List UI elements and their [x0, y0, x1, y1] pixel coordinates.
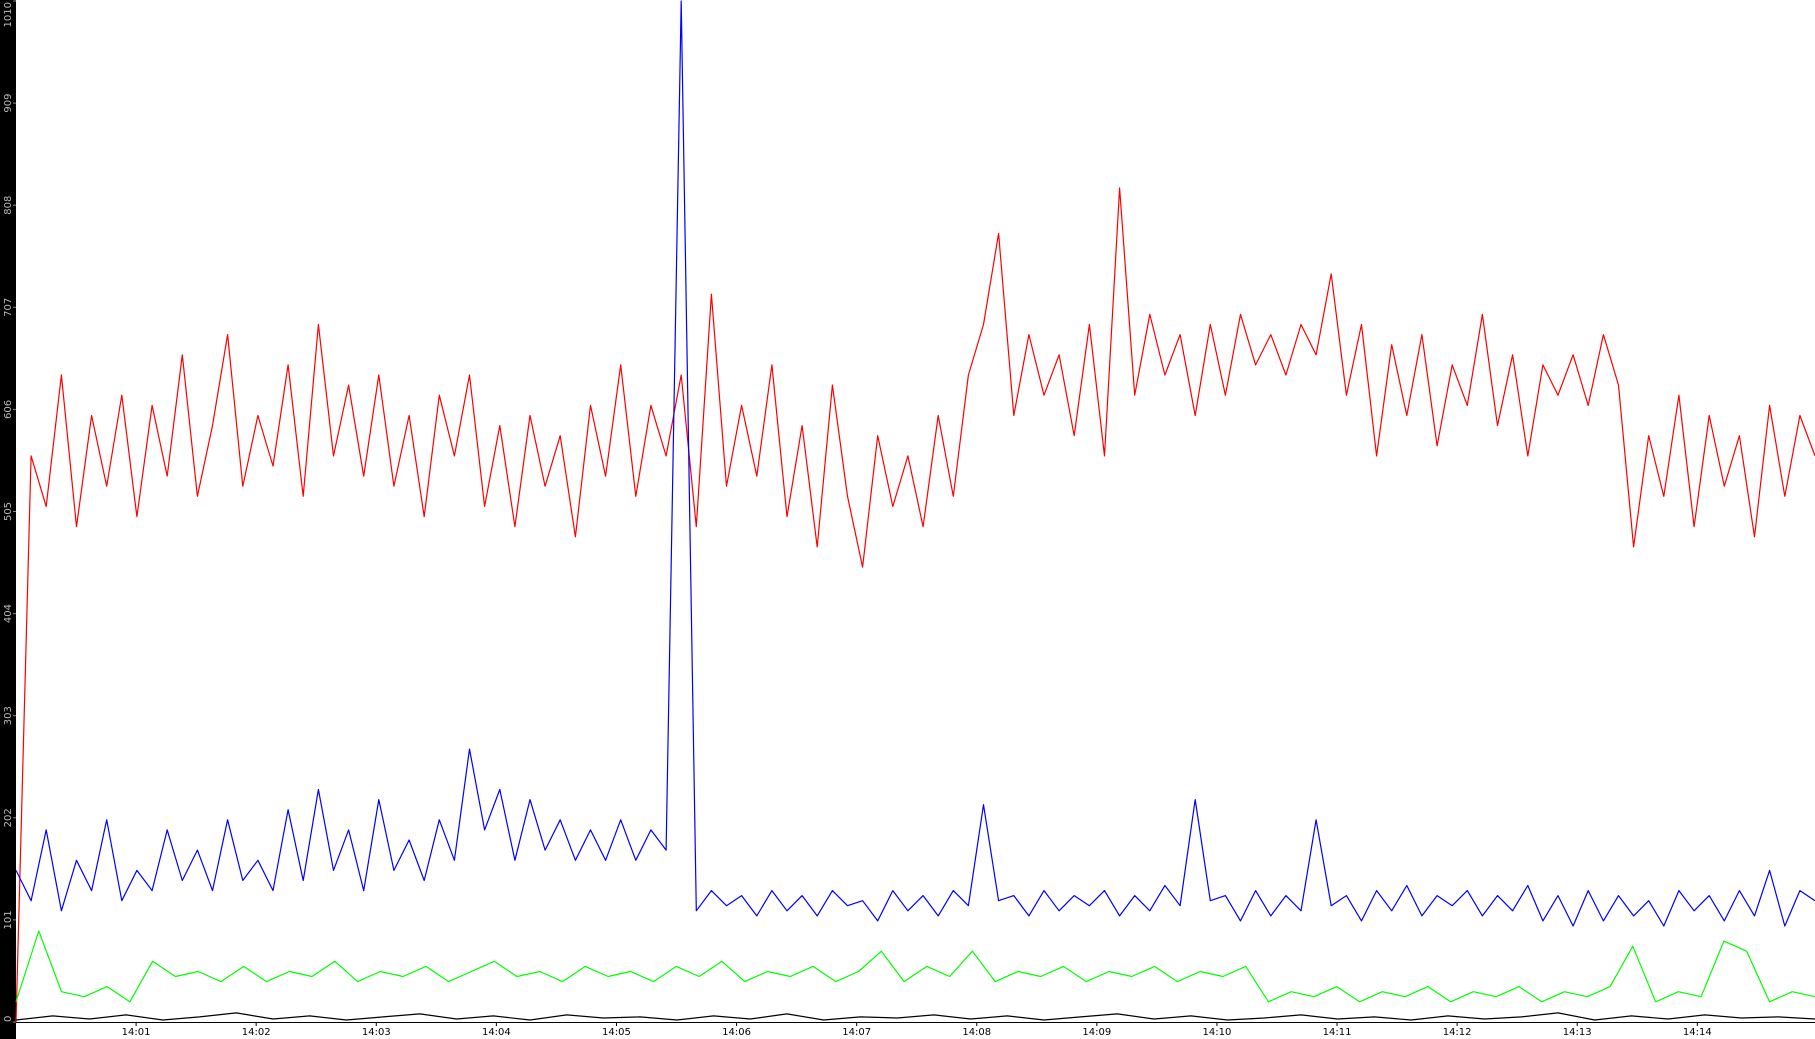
series-line	[15, 0, 1815, 927]
y-tick-label: 404	[3, 604, 14, 623]
x-tick-label: 14:12	[1443, 1027, 1472, 1038]
x-tick-label: 14:08	[962, 1027, 991, 1038]
y-axis-strip	[0, 0, 16, 1039]
x-tick-label: 14:11	[1323, 1027, 1352, 1038]
series-line	[15, 187, 1815, 1023]
x-tick-label: 14:13	[1563, 1027, 1592, 1038]
x-tick-label: 14:14	[1683, 1027, 1712, 1038]
y-tick-label: 202	[3, 808, 14, 827]
x-tick-label: 14:04	[482, 1027, 511, 1038]
x-tick-label: 14:05	[602, 1027, 631, 1038]
y-tick-label: 707	[3, 298, 14, 317]
y-tick-label: 505	[3, 502, 14, 521]
x-tick-label: 14:01	[122, 1027, 151, 1038]
series-line	[15, 1012, 1815, 1021]
x-tick-label: 14:02	[242, 1027, 271, 1038]
x-tick-label: 14:03	[362, 1027, 391, 1038]
series-line	[15, 930, 1815, 1003]
y-tick-label: 808	[3, 196, 14, 215]
y-tick-label: 909	[3, 94, 14, 113]
y-tick-label: 1010	[3, 2, 14, 27]
x-tick-label: 14:10	[1203, 1027, 1232, 1038]
y-tick-label: 0	[3, 1016, 14, 1022]
x-tick-label: 14:06	[722, 1027, 751, 1038]
x-tick-label: 14:09	[1082, 1027, 1111, 1038]
x-tick-label: 14:07	[842, 1027, 871, 1038]
y-tick-label: 606	[3, 400, 14, 419]
y-tick-label: 101	[3, 910, 14, 929]
y-tick-label: 303	[3, 706, 14, 725]
